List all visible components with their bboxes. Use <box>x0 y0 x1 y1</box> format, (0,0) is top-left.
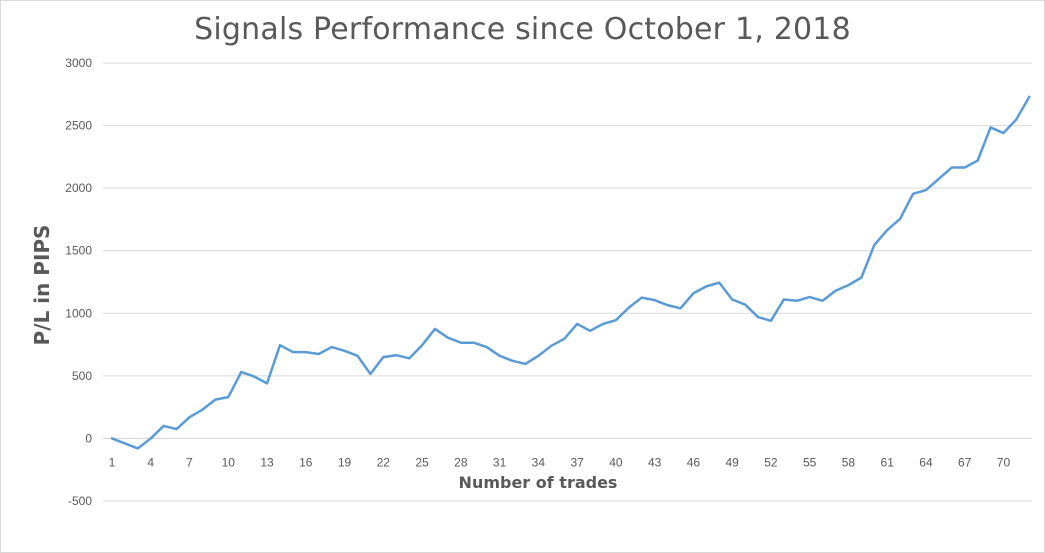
y-tick-label: 0 <box>85 431 92 445</box>
x-tick-label: 64 <box>919 455 933 469</box>
x-tick-label: 52 <box>764 455 778 469</box>
x-tick-label: 31 <box>493 455 507 469</box>
x-tick-label: 43 <box>648 455 662 469</box>
x-axis-title: Number of trades <box>459 473 618 492</box>
y-tick-labels: -500 0 500 1000 1500 2000 2500 3000 <box>65 56 92 508</box>
y-tick-label: 3000 <box>65 56 92 70</box>
x-tick-label: 28 <box>454 455 468 469</box>
x-tick-label: 61 <box>881 455 895 469</box>
y-tick-label: 500 <box>72 369 92 383</box>
x-tick-label: 49 <box>725 455 739 469</box>
x-tick-label: 40 <box>609 455 623 469</box>
y-tick-label: 1500 <box>65 244 92 258</box>
x-tick-label: 13 <box>260 455 274 469</box>
x-tick-label: 37 <box>570 455 584 469</box>
y-tick-label: 1000 <box>65 306 92 320</box>
x-tick-label: 22 <box>377 455 391 469</box>
x-tick-label: 4 <box>147 455 154 469</box>
x-tick-label: 16 <box>299 455 313 469</box>
x-tick-label: 10 <box>222 455 236 469</box>
y-axis-title: P/L in PIPS <box>30 225 54 346</box>
y-tick-label: 2500 <box>65 119 92 133</box>
x-tick-label: 34 <box>532 455 546 469</box>
series-group <box>110 95 1031 450</box>
x-tick-label: 7 <box>186 455 193 469</box>
x-tick-label: 25 <box>415 455 429 469</box>
chart-title: Signals Performance since October 1, 201… <box>194 12 851 47</box>
grid-lines <box>103 62 1032 502</box>
x-tick-label: 67 <box>958 455 972 469</box>
x-tick-labels: 1 4 7 10 13 16 19 22 25 28 31 34 37 40 43 46 49 52 55 58 61 6… <box>109 455 1011 469</box>
x-tick-label: 55 <box>803 455 817 469</box>
series-line <box>110 95 1031 450</box>
y-tick-label: -500 <box>68 494 92 508</box>
x-tick-label: 46 <box>687 455 701 469</box>
x-tick-label: 58 <box>842 455 856 469</box>
x-tick-label: 1 <box>109 455 116 469</box>
x-tick-label: 19 <box>338 455 352 469</box>
x-tick-label: 70 <box>997 455 1011 469</box>
y-tick-label: 2000 <box>65 181 92 195</box>
